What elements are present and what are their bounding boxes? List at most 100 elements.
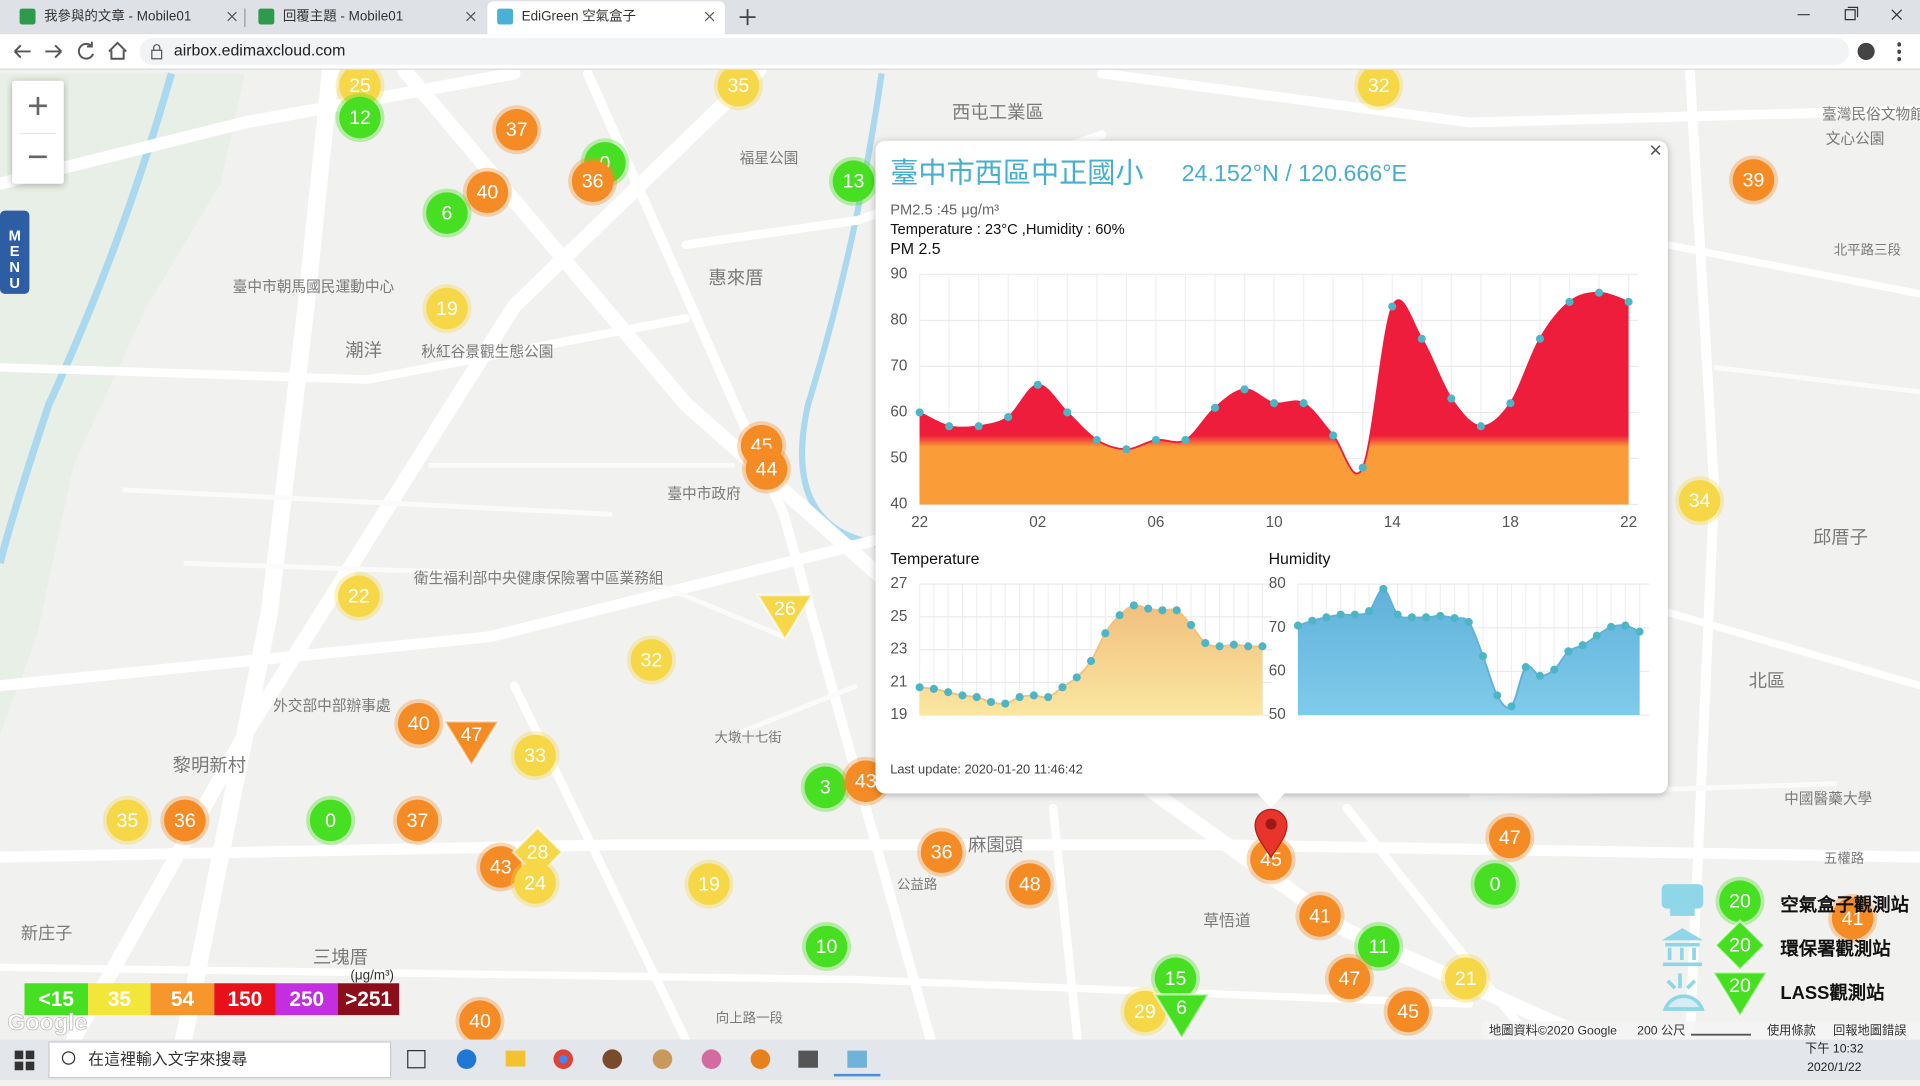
zoom-out[interactable]: − xyxy=(27,136,48,177)
pm-legend: <15 35 54 150 250 >251 xyxy=(24,983,400,1016)
marker-shape[interactable] xyxy=(745,448,788,490)
point xyxy=(1417,334,1426,343)
profile[interactable] xyxy=(1857,42,1875,60)
point xyxy=(1535,671,1544,680)
marker-shape[interactable] xyxy=(426,192,468,234)
chart: Humidity 50 60 70 80 xyxy=(1269,551,1650,723)
popup-coords: 24.152°N / 120.666°E xyxy=(1182,160,1407,186)
marker-shape[interactable] xyxy=(1678,480,1721,522)
marker-shape[interactable] xyxy=(337,575,380,618)
marker-shape[interactable] xyxy=(1250,838,1292,881)
tab-title[interactable]: EdiGreen 空氣盒子 xyxy=(522,8,636,24)
marker-shape[interactable] xyxy=(106,799,149,842)
marker-shape[interactable] xyxy=(1299,895,1341,937)
menu-tab[interactable] xyxy=(0,210,30,294)
station-label: LASS觀測站 xyxy=(1780,982,1884,1003)
marker-shape[interactable] xyxy=(1444,957,1487,1000)
tab-close[interactable] xyxy=(227,11,237,22)
marker-shape[interactable] xyxy=(396,799,439,842)
marker-shape[interactable] xyxy=(480,846,522,888)
marker-shape[interactable] xyxy=(630,639,673,681)
marker-shape[interactable] xyxy=(1154,957,1197,1000)
marker-shape[interactable] xyxy=(339,96,381,139)
marker-shape[interactable] xyxy=(442,720,501,768)
active-tab[interactable] xyxy=(487,1,725,35)
footer-text[interactable]: 使用條款 xyxy=(1767,1022,1816,1037)
marker-shape[interactable] xyxy=(688,863,730,905)
zoom-in[interactable]: + xyxy=(27,86,48,127)
marker-shape[interactable] xyxy=(1124,990,1166,1033)
marker-shape[interactable] xyxy=(1328,957,1371,1000)
place-label: 北區 xyxy=(1749,670,1786,691)
y-tick-label: 21 xyxy=(890,673,907,690)
marker-value: 39 xyxy=(1743,169,1765,191)
marker-shape[interactable] xyxy=(717,64,760,107)
location-pin[interactable] xyxy=(1254,808,1288,859)
omnibox[interactable] xyxy=(139,37,1849,65)
search-icon xyxy=(61,1051,76,1065)
marker-shape[interactable] xyxy=(1387,990,1429,1033)
marker-shape[interactable] xyxy=(1474,863,1516,905)
marker-shape[interactable] xyxy=(466,171,509,214)
point xyxy=(915,683,924,692)
point xyxy=(1151,435,1160,445)
marker-shape[interactable] xyxy=(1357,925,1400,968)
popup-close[interactable]: × xyxy=(1649,138,1662,163)
point xyxy=(1308,616,1317,625)
point xyxy=(1086,657,1096,666)
footer-text[interactable]: 回報地圖錯誤 xyxy=(1833,1022,1906,1037)
marker-shape[interactable] xyxy=(309,799,352,842)
window-controls[interactable] xyxy=(1797,6,1903,21)
search-box[interactable] xyxy=(48,1041,392,1079)
nav-buttons[interactable] xyxy=(14,44,62,59)
marker-value: 45 xyxy=(1397,1001,1419,1023)
marker-shape[interactable] xyxy=(1008,863,1051,905)
marker-shape[interactable] xyxy=(1488,816,1531,859)
new-tab[interactable] xyxy=(739,9,756,26)
tab-close[interactable] xyxy=(704,11,715,22)
marker-shape[interactable] xyxy=(459,1000,501,1043)
marker-shape[interactable] xyxy=(832,160,875,203)
legend-label: <15 xyxy=(39,988,74,1011)
charts: PM 2.5 40 50 60 70 80 90 22 02 06 10 14 18 22 Temperat… xyxy=(890,241,1650,723)
tab-close[interactable] xyxy=(466,11,476,22)
marker-shape[interactable] xyxy=(164,799,206,842)
point xyxy=(1436,611,1445,621)
x-tick-label: 10 xyxy=(1266,514,1283,531)
marker-shape[interactable] xyxy=(1831,897,1874,940)
marker-shape[interactable] xyxy=(571,160,614,203)
marker-value: 47 xyxy=(1499,827,1521,849)
reload[interactable] xyxy=(77,41,94,60)
tab-title[interactable]: 回覆主題 - Mobile01 xyxy=(283,9,403,24)
marker-shape[interactable] xyxy=(426,287,468,330)
marker-shape[interactable] xyxy=(755,593,815,642)
start-button[interactable] xyxy=(14,1050,35,1071)
place-label: 文心公園 xyxy=(1826,130,1885,147)
marker-shape[interactable] xyxy=(514,862,556,904)
station-icon-shape[interactable] xyxy=(1713,919,1767,972)
point xyxy=(1379,584,1388,593)
marker-shape[interactable] xyxy=(920,831,963,874)
point xyxy=(1393,610,1402,619)
marker-shape[interactable] xyxy=(805,925,848,968)
marker-value: 44 xyxy=(756,458,778,480)
marker-shape[interactable] xyxy=(397,702,440,745)
point xyxy=(1072,673,1081,682)
marker-shape[interactable] xyxy=(804,766,847,809)
station-icon-shape[interactable] xyxy=(1719,880,1761,923)
marker-shape[interactable] xyxy=(1152,993,1211,1041)
point xyxy=(1564,647,1573,656)
marker-shape[interactable] xyxy=(495,108,538,151)
point xyxy=(1004,412,1013,422)
marker-shape[interactable] xyxy=(1732,159,1775,201)
marker-shape[interactable] xyxy=(339,64,381,107)
marker-value: 43 xyxy=(490,856,512,878)
station-icons xyxy=(1661,884,1705,1011)
tab-title[interactable]: 我參與的文章 - Mobile01 xyxy=(44,8,191,24)
home[interactable] xyxy=(108,41,127,60)
marker-shape[interactable] xyxy=(1357,64,1400,107)
station-icon-shape[interactable] xyxy=(1710,971,1770,1019)
marker-shape[interactable] xyxy=(514,734,556,777)
taskbar-apps xyxy=(407,1049,881,1077)
url[interactable]: airbox.edimaxcloud.com xyxy=(174,43,346,60)
